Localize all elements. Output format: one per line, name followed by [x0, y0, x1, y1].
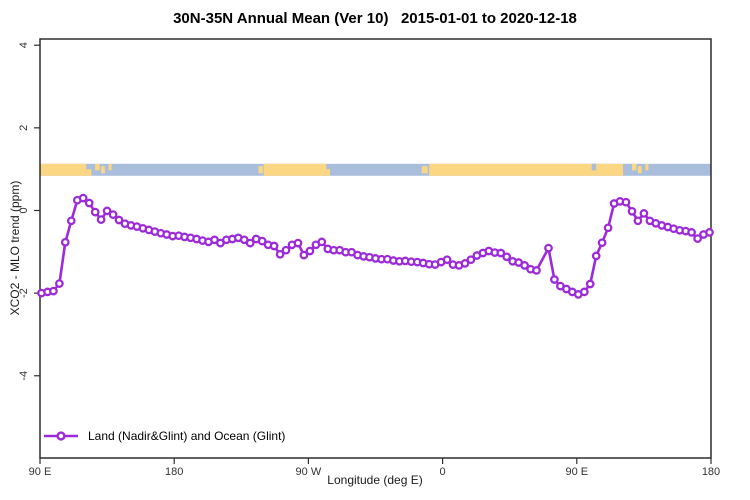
y-axis-tick-label: 2: [18, 125, 30, 131]
data-point-marker: [544, 243, 553, 253]
data-point-marker: [90, 207, 100, 217]
x-axis-tick-label: 180: [165, 466, 183, 478]
data-point-marker: [705, 228, 714, 237]
data-point-marker: [96, 215, 106, 224]
map-strip-island: [86, 169, 92, 176]
data-point-marker: [299, 250, 309, 260]
x-axis-tick-label: 90 E: [565, 466, 588, 478]
data-point-marker: [639, 209, 649, 218]
data-point-marker: [257, 236, 267, 246]
map-strip-island: [95, 163, 100, 171]
data-point-marker: [442, 255, 452, 265]
data-point-marker: [269, 241, 279, 251]
data-point-marker: [78, 193, 88, 203]
data-point-marker: [579, 287, 589, 297]
data-point-marker: [60, 237, 70, 247]
map-strip-ocean: [40, 163, 711, 176]
data-point-marker: [621, 197, 631, 207]
data-point-marker: [496, 248, 506, 258]
map-strip-island: [631, 163, 637, 171]
legend-label: Land (Nadir&Glint) and Ocean (Glint): [88, 429, 286, 443]
y-axis-tick-label: 4: [18, 42, 30, 48]
data-point-marker: [585, 279, 595, 289]
x-axis-tick-label: 90 W: [296, 466, 322, 478]
data-point-marker: [275, 249, 285, 259]
x-axis-tick-label: 90 E: [29, 466, 52, 478]
data-point-marker: [108, 210, 118, 219]
legend-marker-icon: [44, 431, 78, 441]
data-point-marker: [49, 286, 58, 296]
data-point-marker: [597, 238, 607, 248]
map-strip-sea-notch: [591, 163, 597, 171]
x-axis-tick-label: 180: [702, 466, 720, 478]
map-strip-island: [101, 166, 105, 174]
map-strip-land: [40, 163, 87, 176]
data-point-marker: [532, 266, 541, 275]
data-point-marker: [520, 261, 529, 270]
data-point-marker: [633, 216, 643, 226]
map-strip-island: [421, 166, 428, 174]
data-point-marker: [687, 228, 696, 237]
data-point-marker: [466, 255, 476, 265]
y-axis-tick-label: -2: [18, 288, 30, 298]
data-point-marker: [55, 279, 64, 288]
data-point-marker: [102, 206, 112, 216]
data-point-marker: [245, 238, 255, 248]
map-strip-land: [263, 163, 327, 176]
y-axis-title: XCO2 - MLO trend (ppm): [8, 180, 22, 316]
map-strip-island: [637, 166, 642, 174]
data-point-marker: [603, 223, 613, 233]
plot-frame: [39, 38, 712, 459]
map-strip-land: [429, 163, 624, 176]
data-point-marker: [550, 275, 559, 284]
data-point-marker: [693, 234, 702, 243]
data-point-marker: [305, 246, 315, 256]
data-point-marker: [502, 252, 512, 262]
map-strip-island: [326, 169, 331, 176]
y-axis-tick-label: 0: [18, 207, 30, 213]
data-point-marker: [591, 251, 601, 261]
data-point-marker: [66, 216, 76, 226]
data-point-marker: [627, 206, 637, 216]
chart-title: 30N-35N Annual Mean (Ver 10) 2015-01-01 …: [173, 10, 577, 27]
legend: Land (Nadir&Glint) and Ocean (Glint): [42, 428, 285, 444]
map-strip-island: [258, 166, 263, 174]
y-axis-tick-label: -4: [18, 371, 30, 381]
map-strip-island: [645, 163, 649, 171]
data-point-marker: [460, 259, 470, 268]
trend-line: [41, 196, 710, 296]
data-point-marker: [281, 245, 291, 255]
data-point-marker: [293, 238, 303, 248]
data-point-marker: [317, 237, 327, 247]
data-point-marker: [114, 215, 124, 225]
x-axis-title: Longitude (deg E): [327, 473, 423, 487]
x-axis-tick-label: 0: [440, 466, 446, 478]
data-point-marker: [84, 198, 94, 208]
map-strip-island: [108, 163, 112, 171]
